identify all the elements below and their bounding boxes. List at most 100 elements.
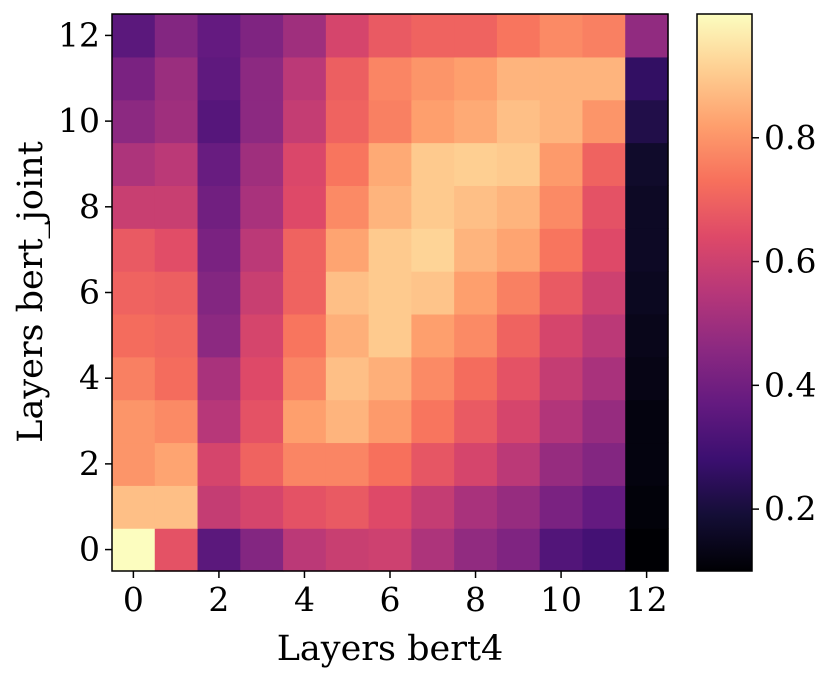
heatmap-cell: [112, 313, 156, 358]
y-tick-label: 10: [58, 101, 100, 140]
heatmap-cell: [496, 14, 541, 58]
heatmap-cell: [582, 485, 626, 529]
heatmap-cell: [454, 356, 498, 401]
heatmap-cell: [197, 313, 241, 358]
heatmap-cell: [154, 313, 199, 358]
heatmap-cell: [197, 56, 241, 101]
heatmap-cell: [454, 313, 498, 358]
heatmap-cell: [582, 356, 626, 401]
heatmap-cell: [625, 99, 669, 144]
heatmap-cell: [411, 14, 455, 58]
heatmap-cell: [539, 313, 584, 358]
heatmap-cell: [283, 528, 327, 572]
heatmap-cell: [197, 228, 241, 272]
heatmap-cell: [539, 142, 584, 186]
heatmap-cell: [283, 99, 327, 144]
x-tick-label: 8: [465, 580, 486, 619]
heatmap-cells: [112, 14, 669, 572]
heatmap-cell: [154, 442, 199, 486]
heatmap-cell: [112, 99, 156, 144]
heatmap-cell: [625, 271, 669, 315]
colorbar-tick-label: 0.8: [764, 118, 816, 157]
heatmap-cell: [411, 399, 455, 444]
x-tick-label: 12: [626, 580, 668, 619]
heatmap-cell: [625, 228, 669, 272]
heatmap-cell: [112, 228, 156, 272]
heatmap-cell: [539, 228, 584, 272]
heatmap-cell: [496, 142, 541, 186]
heatmap-cell: [539, 442, 584, 486]
heatmap-cell: [197, 528, 241, 572]
colorbar-tick-label: 0.6: [764, 242, 816, 281]
heatmap-cell: [325, 14, 370, 58]
heatmap-cell: [582, 313, 626, 358]
heatmap-cell: [539, 485, 584, 529]
heatmap-cell: [368, 14, 412, 58]
heatmap-cell: [539, 185, 584, 229]
heatmap-cell: [283, 485, 327, 529]
heatmap-cell: [454, 442, 498, 486]
x-axis: 0 2 4 6 8 10 12: [123, 571, 668, 619]
heatmap-cell: [197, 271, 241, 315]
heatmap-cell: [112, 528, 156, 572]
heatmap-cell: [240, 228, 284, 272]
heatmap-cell: [240, 442, 284, 486]
heatmap-cell: [582, 99, 626, 144]
heatmap-cell: [368, 56, 412, 101]
heatmap-cell: [582, 14, 626, 58]
heatmap-cell: [283, 271, 327, 315]
heatmap-cell: [154, 14, 199, 58]
heatmap-cell: [283, 313, 327, 358]
heatmap-cell: [154, 185, 199, 229]
heatmap-cell: [283, 356, 327, 401]
heatmap-cell: [325, 142, 370, 186]
heatmap-cell: [411, 528, 455, 572]
heatmap-cell: [283, 14, 327, 58]
colorbar-tick-label: 0.2: [764, 489, 816, 528]
heatmap-cell: [240, 14, 284, 58]
heatmap-cell: [539, 99, 584, 144]
heatmap-cell: [154, 356, 199, 401]
heatmap-cell: [154, 99, 199, 144]
heatmap-cell: [496, 56, 541, 101]
heatmap-cell: [197, 356, 241, 401]
heatmap-cell: [496, 99, 541, 144]
heatmap-cell: [454, 528, 498, 572]
heatmap-cell: [582, 442, 626, 486]
heatmap-cell: [325, 399, 370, 444]
y-axis-label: Layers bert_joint: [11, 141, 51, 443]
heatmap-cell: [325, 485, 370, 529]
heatmap-cell: [411, 228, 455, 272]
heatmap-cell: [368, 485, 412, 529]
heatmap-cell: [411, 99, 455, 144]
heatmap-cell: [625, 399, 669, 444]
heatmap-cell: [325, 228, 370, 272]
heatmap-cell: [368, 313, 412, 358]
heatmap-cell: [240, 142, 284, 186]
heatmap-cell: [582, 142, 626, 186]
heatmap-cell: [112, 485, 156, 529]
heatmap-cell: [197, 14, 241, 58]
y-axis: 0 2 4 6 8 10 12: [58, 15, 112, 569]
heatmap-cell: [240, 99, 284, 144]
heatmap-cell: [283, 228, 327, 272]
heatmap-cell: [368, 228, 412, 272]
heatmap-cell: [112, 14, 156, 58]
heatmap-cell: [112, 271, 156, 315]
heatmap-cell: [368, 528, 412, 572]
heatmap-cell: [539, 271, 584, 315]
heatmap-cell: [539, 399, 584, 444]
heatmap-cell: [240, 356, 284, 401]
heatmap-cell: [582, 56, 626, 101]
heatmap-cell: [625, 14, 669, 58]
heatmap-cell: [197, 442, 241, 486]
y-tick-label: 8: [79, 187, 100, 226]
heatmap-cell: [368, 271, 412, 315]
heatmap-cell: [582, 185, 626, 229]
heatmap-cell: [625, 313, 669, 358]
heatmap-cell: [496, 528, 541, 572]
heatmap-cell: [325, 528, 370, 572]
heatmap-cell: [539, 56, 584, 101]
x-axis-label: Layers bert4: [277, 629, 504, 669]
heatmap-cell: [283, 442, 327, 486]
